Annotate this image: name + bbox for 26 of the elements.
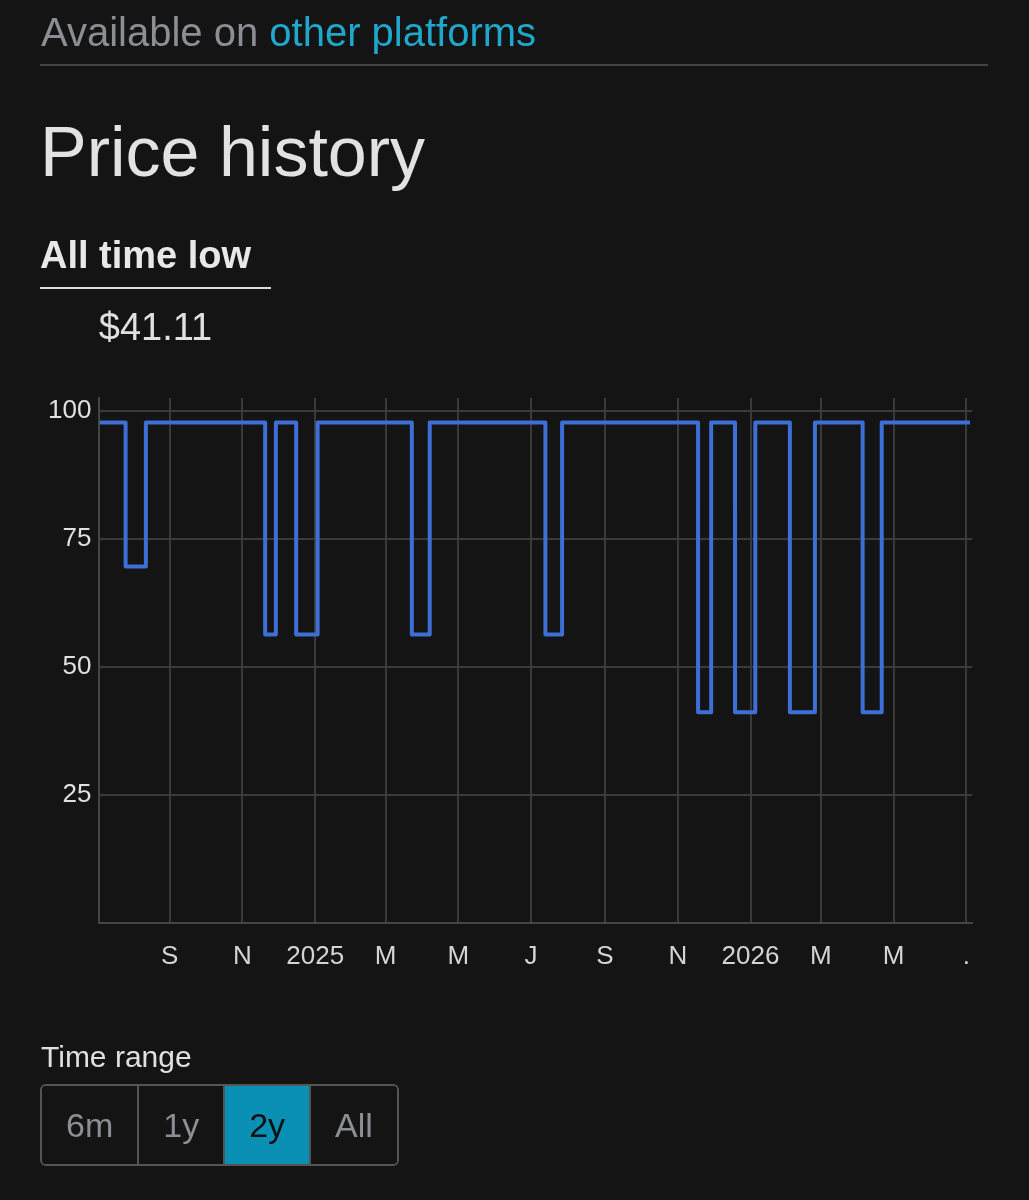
text: Time range [41,1040,192,1074]
x-tick-label: S [161,939,179,970]
x-tick-label: N [233,939,252,970]
y-tick-label: 100 [47,393,92,424]
x-tick-label: N [668,939,688,970]
x-tick-label: . [962,939,971,970]
text: 2y [225,1086,312,1164]
text: 1y [139,1086,226,1164]
x-tick-label: M [810,939,832,970]
x-tick-label: M [447,939,470,970]
text: other platforms [269,10,537,54]
x-tick-label: M [374,939,397,970]
y-tick-label: 25 [62,777,92,808]
y-tick-label: 50 [62,649,92,680]
x-tick-label: M [882,939,905,970]
text: Available on [41,10,260,54]
text: All [311,1086,397,1164]
chart-subtitle: All time low [40,234,271,289]
x-tick-label: S [596,939,614,970]
chart-title: Price history [40,112,426,192]
y-tick-label: 75 [62,521,92,552]
text: $41.11 [97,306,214,349]
x-tick-label: 2026 [721,939,780,970]
x-tick-label: J [524,939,538,970]
text: 6m [42,1086,140,1164]
x-tick-label: 2025 [286,939,345,970]
